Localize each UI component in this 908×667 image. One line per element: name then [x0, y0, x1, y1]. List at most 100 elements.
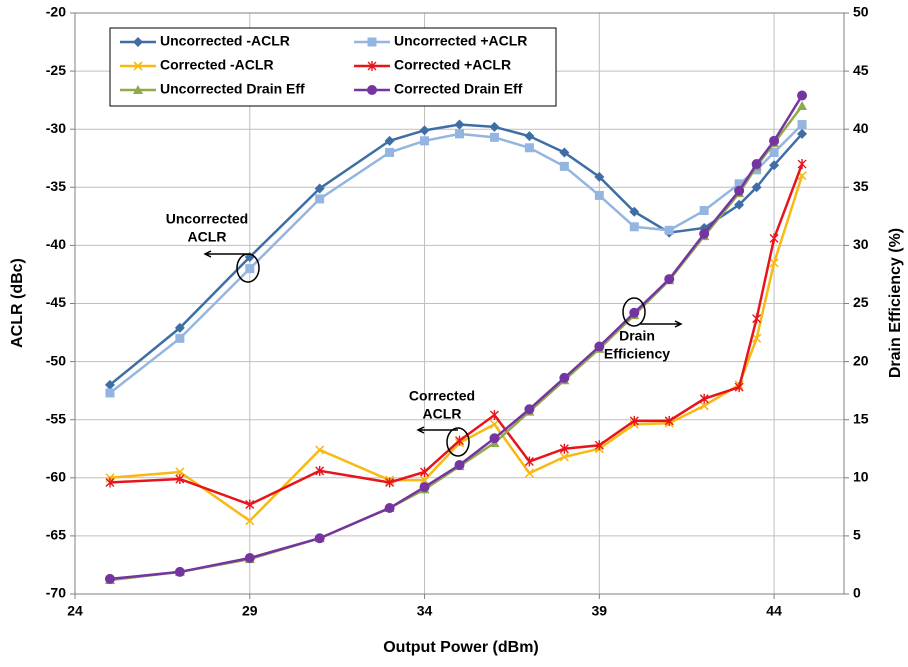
y-tick-label: -55 — [46, 410, 66, 426]
marker — [489, 410, 499, 421]
marker — [629, 222, 639, 232]
marker — [524, 143, 534, 153]
marker — [174, 322, 185, 333]
y2-tick-label: 30 — [853, 236, 869, 252]
x-tick-label: 24 — [67, 603, 83, 619]
series-line — [109, 123, 803, 386]
marker — [105, 477, 115, 488]
marker — [797, 120, 807, 130]
marker — [594, 190, 604, 200]
x-tick-label: 34 — [417, 603, 433, 619]
legend-label: Uncorrected -ACLR — [160, 33, 290, 49]
y-tick-label: -70 — [46, 585, 66, 601]
marker — [524, 404, 535, 415]
marker — [454, 119, 465, 130]
marker — [664, 415, 674, 426]
y-tick-label: -35 — [46, 178, 66, 194]
annotation-text: ACLR — [423, 406, 462, 422]
annotation-arrow — [640, 320, 683, 328]
marker — [752, 333, 762, 343]
y-tick-label: -60 — [46, 469, 66, 485]
marker — [133, 85, 143, 94]
y2-tick-label: 35 — [853, 178, 869, 194]
annotation-text: Drain — [619, 328, 655, 344]
legend-box — [109, 27, 557, 107]
y-axis-title: ACLR (dBc) — [9, 258, 26, 348]
marker — [594, 341, 605, 352]
marker — [629, 415, 639, 426]
marker — [664, 225, 674, 235]
annotation-ellipse — [236, 253, 260, 283]
marker — [245, 264, 255, 274]
marker — [489, 419, 500, 429]
marker — [699, 401, 709, 411]
marker — [454, 460, 465, 471]
marker — [133, 37, 143, 47]
annotation-text: ACLR — [188, 229, 227, 245]
x-tick-label: 29 — [242, 603, 258, 619]
marker — [664, 274, 675, 285]
marker — [699, 228, 710, 239]
marker — [797, 159, 807, 170]
legend-label: Corrected +ACLR — [394, 57, 511, 73]
marker — [797, 100, 808, 110]
marker — [385, 477, 395, 488]
marker — [315, 445, 325, 455]
marker — [384, 135, 395, 146]
y-tick-label: -25 — [46, 62, 66, 78]
marker — [104, 573, 115, 584]
marker — [367, 61, 377, 71]
marker — [367, 85, 377, 95]
marker — [559, 372, 570, 383]
legend-label: Corrected Drain Eff — [394, 81, 523, 97]
marker — [751, 159, 762, 170]
marker — [734, 179, 744, 189]
marker — [489, 132, 499, 142]
marker — [752, 313, 762, 324]
x-tick-label: 39 — [592, 603, 608, 619]
marker — [245, 516, 255, 526]
y2-tick-label: 10 — [853, 469, 869, 485]
y-tick-label: -45 — [46, 294, 66, 310]
y2-tick-label: 50 — [853, 4, 869, 20]
legend-label: Corrected -ACLR — [160, 57, 274, 73]
marker — [629, 206, 640, 217]
y-tick-label: -40 — [46, 236, 66, 252]
marker — [769, 147, 779, 157]
marker — [314, 533, 325, 544]
y2-tick-label: 15 — [853, 410, 869, 426]
x-tick-label: 44 — [766, 603, 782, 619]
y-tick-label: -65 — [46, 527, 66, 543]
marker — [244, 552, 255, 563]
y2-tick-label: 45 — [853, 62, 869, 78]
marker — [245, 499, 255, 510]
marker — [594, 171, 605, 182]
annotation-text: Uncorrected — [166, 211, 248, 227]
marker — [559, 147, 570, 158]
annotation-ellipse — [622, 297, 646, 327]
annotation-ellipse — [446, 427, 470, 457]
marker — [419, 482, 430, 493]
marker — [769, 135, 780, 146]
annotation-text: Efficiency — [604, 346, 670, 362]
series-line — [109, 94, 804, 581]
marker — [175, 473, 185, 484]
marker — [385, 147, 395, 157]
marker — [105, 388, 115, 398]
marker — [175, 467, 185, 477]
marker — [419, 125, 430, 136]
legend-label: Uncorrected +ACLR — [394, 33, 527, 49]
marker — [797, 90, 808, 101]
marker — [489, 121, 500, 132]
marker — [629, 307, 640, 318]
marker — [489, 433, 500, 444]
x-axis-title: Output Power (dBm) — [383, 639, 539, 656]
legend: Uncorrected -ACLR Uncorrected +ACLR Correc… — [109, 27, 557, 107]
y2-tick-label: 40 — [853, 120, 869, 136]
marker — [524, 468, 534, 478]
marker — [420, 466, 430, 477]
series-line — [109, 163, 804, 506]
plot-border — [74, 12, 845, 595]
